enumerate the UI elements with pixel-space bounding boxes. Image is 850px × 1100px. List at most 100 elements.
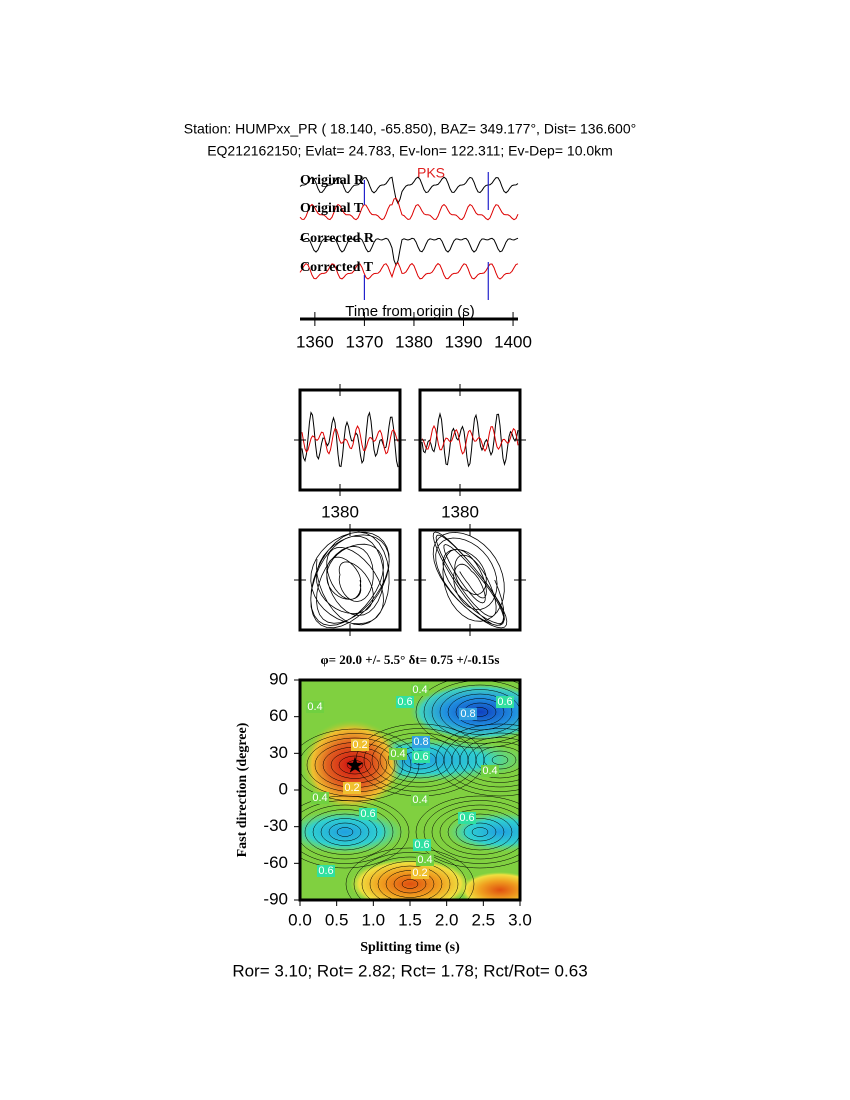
contour-label-bg	[351, 739, 369, 751]
panel-title: φ= 20.0 +/- 5.5° δt= 0.75 +/-0.15s	[321, 652, 500, 667]
trace-label: Corrected R	[300, 231, 375, 246]
contour-label-bg	[311, 792, 329, 804]
trace-label: Original R	[300, 173, 365, 188]
x-tick-label: 1380	[441, 502, 479, 521]
contour-line	[336, 827, 354, 837]
contour-label: 0.6	[318, 865, 333, 877]
y-tick-label: -60	[263, 853, 288, 872]
x-tick-label: 1370	[345, 332, 383, 351]
contour-line	[459, 737, 520, 783]
contour-line	[467, 741, 520, 779]
contour-label-bg	[412, 751, 430, 763]
contour-label: 0.4	[417, 854, 432, 866]
particle-motion	[432, 531, 508, 629]
contour-label: 0.8	[413, 736, 428, 748]
contour-line	[338, 755, 372, 775]
contour-line	[435, 723, 520, 797]
y-tick-label: 0	[279, 779, 288, 798]
contour-line	[431, 804, 520, 860]
contour-label-bg	[317, 865, 335, 877]
x-tick-label: 1380	[321, 502, 359, 521]
contour-label: 0.6	[459, 812, 474, 824]
y-tick-label: -30	[263, 816, 288, 835]
contour-label-bg	[416, 854, 434, 866]
contour-label-bg	[389, 748, 407, 760]
x-axis-title: Time from origin (s)	[345, 303, 474, 320]
y-tick-label: -90	[263, 889, 288, 908]
y-tick-label: 90	[269, 669, 288, 688]
x-tick-label: 0.5	[325, 910, 349, 929]
waveform	[299, 262, 519, 280]
trace-label: Corrected T	[300, 260, 374, 275]
x-tick-label: 1360	[296, 332, 334, 351]
contour-label-bg	[458, 812, 476, 824]
contour-label: 0.6	[360, 808, 375, 820]
contour-line	[385, 870, 435, 898]
contour-line	[431, 684, 520, 740]
contour-line	[304, 809, 386, 855]
best-solution	[346, 756, 364, 773]
contour-line	[439, 809, 520, 855]
contour-label: 0.2	[412, 867, 427, 879]
contour-line	[300, 800, 402, 864]
contour-label-bg	[459, 708, 477, 720]
contour-label-bg	[306, 701, 324, 713]
contour-line	[353, 852, 467, 900]
footer: Ror= 3.10; Rot= 2.82; Rct= 1.78; Rct/Rot…	[232, 961, 587, 980]
contour-label-bg	[411, 867, 429, 879]
particle-motion	[310, 531, 390, 629]
contour-line	[361, 856, 459, 900]
contour-line	[369, 861, 451, 900]
waveform	[421, 424, 519, 455]
x-tick-label: 2.5	[472, 910, 496, 929]
energy-blob	[300, 810, 405, 854]
contour-label: 0.2	[352, 739, 367, 751]
contour-line	[401, 879, 419, 889]
x-axis-title: Splitting time (s)	[360, 940, 460, 955]
contour-label-bg	[411, 684, 429, 696]
contour-label: 0.6	[413, 751, 428, 763]
contour-line	[377, 865, 443, 900]
contour-label-bg	[413, 839, 431, 851]
grid-search-panel: 0.40.60.80.60.40.2 0.80.4 0.60.40.40.20.40…	[263, 669, 532, 929]
trace-label: Original T	[300, 201, 364, 216]
x-tick-label: 1390	[445, 332, 483, 351]
contour-label: 0.4	[412, 794, 427, 806]
contour-line	[447, 693, 513, 731]
contour-label-bg	[396, 696, 414, 708]
contour-line	[300, 795, 410, 869]
x-tick-label: 1400	[494, 332, 532, 351]
waveform	[301, 411, 399, 468]
contour-label: 0.4	[312, 792, 327, 804]
waveform	[299, 197, 519, 221]
contour-label-bg	[412, 736, 430, 748]
y-tick-label: 30	[269, 743, 288, 762]
contour-line	[439, 689, 520, 735]
contour-label: 0.8	[460, 708, 475, 720]
contour-line	[443, 728, 520, 792]
phase-label: PKS	[417, 165, 445, 181]
x-tick-label: 1.5	[398, 910, 422, 929]
contour-line	[483, 750, 517, 770]
x-tick-label: 3.0	[508, 910, 532, 929]
energy-map: 0.40.60.80.60.40.2 0.80.4 0.60.40.40.20.40…	[300, 680, 520, 900]
header-line: EQ212162150; Evlat= 24.783, Ev-lon= 122.…	[207, 143, 613, 159]
x-tick-label: 1.0	[362, 910, 386, 929]
contour-label: 0.4	[482, 765, 497, 777]
contour-line	[345, 847, 475, 900]
contour-label: 0.4	[307, 701, 322, 713]
contour-label: 0.2	[344, 782, 359, 794]
waveform	[299, 176, 519, 205]
contour-label-bg	[343, 782, 361, 794]
contour-label: 0.6	[397, 696, 412, 708]
contour-label: 0.6	[414, 839, 429, 851]
waveform	[421, 412, 519, 468]
contour-line	[423, 800, 520, 864]
header-line: Station: HUMPxx_PR ( 18.140, -65.850), B…	[184, 121, 636, 137]
contour-label-bg	[359, 808, 377, 820]
contour-line	[393, 874, 427, 894]
contour-label: 0.4	[412, 684, 427, 696]
contour-line	[475, 746, 520, 774]
waveform	[301, 424, 399, 455]
